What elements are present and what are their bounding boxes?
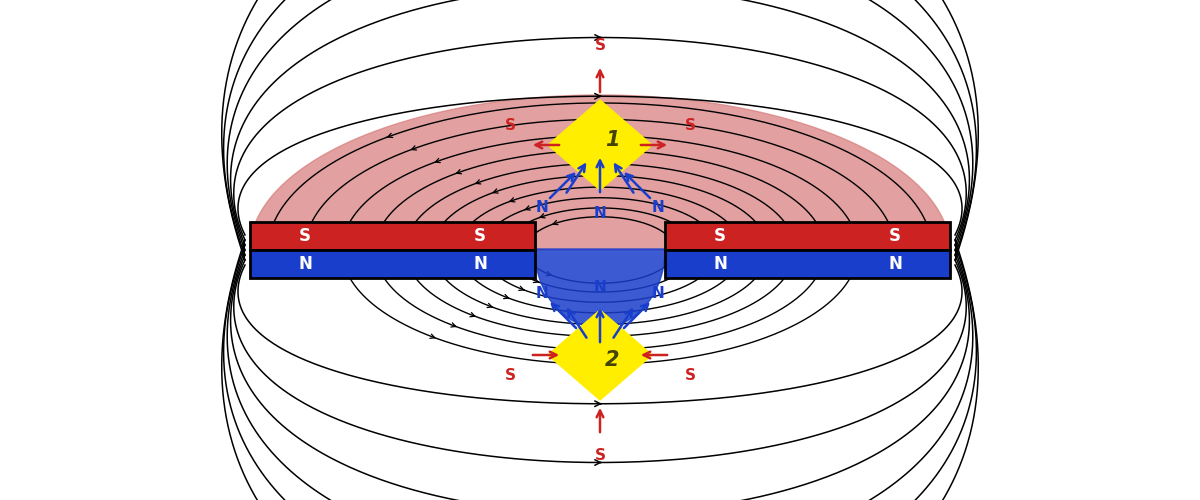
Text: N: N [652,200,665,214]
Text: S: S [684,368,696,382]
Text: N: N [594,280,606,294]
Text: N: N [713,255,727,273]
Polygon shape [535,249,665,328]
Text: S: S [594,38,606,52]
Text: 2: 2 [605,350,619,370]
Text: N: N [652,286,665,300]
Text: S: S [299,227,311,245]
Text: N: N [298,255,312,273]
Text: S: S [474,227,486,245]
Text: S: S [504,368,516,382]
Polygon shape [548,100,652,190]
Text: N: N [888,255,902,273]
Polygon shape [665,222,950,250]
Polygon shape [250,250,535,278]
Polygon shape [250,95,950,250]
Text: N: N [535,200,548,214]
Text: N: N [473,255,487,273]
Text: N: N [594,206,606,220]
Text: S: S [684,118,696,132]
Text: S: S [594,448,606,462]
Text: 1: 1 [605,130,619,150]
Text: N: N [535,286,548,300]
Text: S: S [504,118,516,132]
Text: S: S [889,227,901,245]
Polygon shape [548,310,652,400]
Polygon shape [250,222,535,250]
Text: S: S [714,227,726,245]
Polygon shape [665,250,950,278]
